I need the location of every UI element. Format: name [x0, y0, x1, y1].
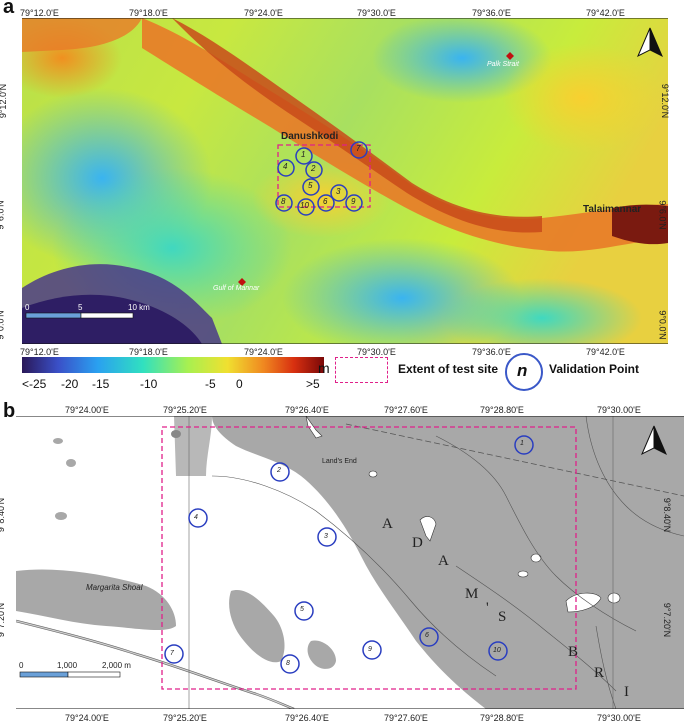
place-margarita-shoal: Margarita Shoal	[86, 583, 143, 592]
validation-legend-symbol: n	[517, 361, 528, 380]
legend-tick-1: -20	[61, 377, 79, 391]
adams-letter-r: R	[594, 665, 605, 681]
panel-b-point-2: 2	[277, 467, 281, 474]
adams-letter-s: S	[498, 609, 507, 625]
panel-b-scale-end: 2,000 m	[102, 661, 131, 670]
panel-a-lon-top-2: 79°24.0'E	[244, 8, 283, 18]
panel-a-lon-top-3: 79°30.0'E	[357, 8, 396, 18]
place-danushkodi: Danushkodi	[281, 131, 339, 142]
panel-a-lon-top-4: 79°36.0'E	[472, 8, 511, 18]
panel-a-lon-bottom-5: 79°42.0'E	[586, 347, 625, 357]
panel-a-lat-right-2: 9°0.0'N	[657, 310, 668, 340]
panel-a-point-1: 1	[301, 150, 306, 159]
panel-b-lat-left-0: 9°8.40'N	[0, 497, 7, 533]
extent-legend-label: Extent of test site	[398, 362, 499, 376]
panel-b-scalebar	[19, 671, 121, 678]
legend-tick-6: >5	[306, 377, 320, 391]
panel-b-lon-bottom-1: 79°25.20'E	[163, 713, 207, 723]
panel-b-letter: b	[3, 400, 16, 422]
panel-a-scale-mid: 5	[78, 303, 83, 312]
panel-b-point-1: 1	[520, 440, 524, 447]
panel-b-lon-bottom-3: 79°27.60'E	[384, 713, 428, 723]
adams-letter-a1: A	[382, 516, 394, 532]
panel-a-lon-bottom-2: 79°24.0'E	[244, 347, 283, 357]
adams-apostrophe: '	[486, 600, 489, 616]
panel-a-point-9: 9	[351, 197, 356, 206]
panel-b-lon-bottom-5: 79°30.00'E	[597, 713, 641, 723]
panel-a-lat-left-2: 9°0.0'N	[0, 310, 6, 340]
panel-a-point-8: 8	[281, 197, 286, 206]
panel-a-lon-bottom-3: 79°30.0'E	[357, 347, 396, 357]
legend-unit: m	[318, 360, 330, 376]
panel-a-lat-right-1: 9°6.0'N	[657, 200, 668, 230]
panel-a-lon-top-1: 79°18.0'E	[129, 8, 168, 18]
legend-tick-4: -5	[205, 377, 216, 391]
panel-b-lon-top-2: 79°26.40'E	[285, 405, 329, 415]
panel-a-letter: a	[3, 0, 15, 18]
adams-letter-a2: A	[438, 553, 449, 569]
panel-a-lon-bottom-0: 79°12.0'E	[20, 347, 59, 357]
panel-a-point-2: 2	[311, 164, 316, 173]
adams-letter-b: B	[568, 644, 579, 660]
panel-b-lon-top-5: 79°30.00'E	[597, 405, 641, 415]
adams-letter-m: M	[465, 586, 479, 602]
panel-b-lon-top-4: 79°28.80'E	[480, 405, 524, 415]
panel-b-lon-bottom-2: 79°26.40'E	[285, 713, 329, 723]
panel-b-lat-left-1: 9°7.20'N	[0, 602, 7, 638]
panel-a-scalebar	[25, 312, 134, 319]
panel-b-point-9: 9	[368, 646, 372, 653]
place-gulf-of-mannar: Gulf of Mannar	[213, 285, 260, 292]
legend-tick-3: -10	[140, 377, 158, 391]
place-lands-end: Land's End	[322, 458, 357, 465]
panel-a-points	[275, 141, 368, 216]
panel-b-point-8: 8	[286, 660, 290, 667]
panel-b-north-arrow-icon	[641, 425, 667, 456]
legend-tick-2: -15	[92, 377, 110, 391]
panel-a-lon-bottom-4: 79°36.0'E	[472, 347, 511, 357]
validation-legend-label: Validation Point	[549, 362, 640, 376]
panel-b-points	[164, 435, 534, 674]
panel-b-lat-right-1: 9°7.20'N	[662, 602, 673, 638]
legend-tick-0: <-25	[22, 377, 47, 391]
panel-a-lat-left-0: 9°12.0'N	[0, 83, 9, 119]
panel-b-scale-mid: 1,000	[57, 661, 78, 670]
validation-legend-circle	[505, 353, 543, 391]
panel-a-lon-top-5: 79°42.0'E	[586, 8, 625, 18]
panel-a-scale-end: 10 km	[128, 303, 150, 312]
panel-a-north-arrow-icon	[637, 27, 663, 58]
depth-colorbar	[22, 357, 324, 373]
legend-tick-5: 0	[236, 377, 243, 391]
panel-a-map	[22, 18, 668, 344]
panel-a-lat-left-1: 9°6.0'N	[0, 200, 6, 230]
panel-b-lon-bottom-0: 79°24.00'E	[65, 713, 109, 723]
panel-b-point-3: 3	[324, 533, 328, 540]
panel-b-point-10: 10	[493, 647, 501, 654]
panel-b-lat-right-0: 9°8.40'N	[662, 497, 673, 533]
panel-a-point-10: 10	[300, 201, 309, 210]
panel-b-scale-zero: 0	[19, 661, 24, 670]
adams-letter-d: D	[412, 535, 423, 551]
panel-a-scale-zero: 0	[25, 303, 30, 312]
panel-b-lon-top-1: 79°25.20'E	[163, 405, 207, 415]
panel-b-point-6: 6	[425, 632, 429, 639]
place-talaimannar: Talaimannar	[583, 204, 642, 215]
panel-b-lon-bottom-4: 79°28.80'E	[480, 713, 524, 723]
panel-a-point-4: 4	[283, 162, 288, 171]
panel-a-lon-bottom-1: 79°18.0'E	[129, 347, 168, 357]
place-palk-strait: Palk Strait	[487, 61, 519, 68]
panel-b-lon-top-0: 79°24.00'E	[65, 405, 109, 415]
panel-b-chart	[16, 416, 684, 709]
panel-a-lon-top-0: 79°12.0'E	[20, 8, 59, 18]
extent-legend-box	[335, 357, 388, 383]
panel-b-point-5: 5	[300, 606, 304, 613]
panel-a-lat-right-0: 9°12.0'N	[660, 83, 671, 119]
panel-a-point-7: 7	[356, 144, 361, 153]
panel-a-point-6: 6	[323, 197, 328, 206]
panel-b-point-4: 4	[194, 514, 198, 521]
panel-a-point-3: 3	[336, 187, 341, 196]
panel-a-point-5: 5	[308, 181, 313, 190]
panel-b-lon-top-3: 79°27.60'E	[384, 405, 428, 415]
panel-b-point-7: 7	[170, 650, 174, 657]
adams-letter-i: I	[624, 684, 629, 700]
